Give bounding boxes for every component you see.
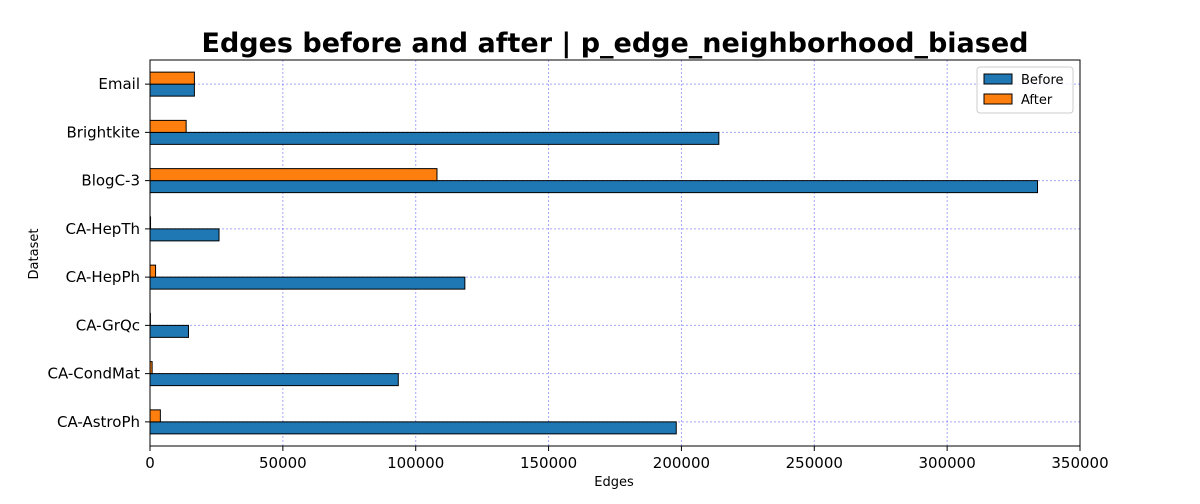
grid-lines: [150, 60, 1080, 446]
bar-after-blogc-3: [150, 169, 437, 181]
y-tick-label: Email: [98, 75, 140, 93]
legend-label-after: After: [1021, 93, 1053, 108]
bar-before-ca-astroph: [150, 422, 676, 434]
x-tick-label: 200000: [653, 454, 710, 472]
x-tick-label: 300000: [919, 454, 976, 472]
bar-before-ca-condmat: [150, 374, 398, 386]
bar-before-brightkite: [150, 132, 719, 144]
bar-after-ca-astroph: [150, 410, 160, 422]
bar-after-brightkite: [150, 120, 186, 132]
legend-label-before: Before: [1021, 73, 1064, 88]
axes: 0 50000 100000 150000 200000 250000 300000 3500…: [47, 60, 1108, 472]
y-tick-label: CA-CondMat: [47, 365, 140, 383]
y-axis-label: Dataset: [27, 229, 42, 280]
chart-title: Edges before and after | p_edge_neighbor…: [202, 28, 1029, 59]
x-tick-label: 100000: [387, 454, 444, 472]
x-axis-label: Edges: [594, 475, 634, 490]
legend-swatch-after: [984, 94, 1012, 104]
y-tick-label: CA-HepPh: [66, 268, 140, 286]
bar-before-email: [150, 84, 194, 96]
y-tick-label: CA-HepTh: [65, 220, 140, 238]
plot-frame: [150, 60, 1080, 446]
bar-before-ca-hepth: [150, 229, 219, 241]
x-tick-label: 50000: [259, 454, 307, 472]
x-tick-label: 0: [145, 454, 155, 472]
y-tick-label: Brightkite: [67, 123, 141, 141]
bar-after-email: [150, 72, 194, 84]
x-tick-label: 250000: [786, 454, 843, 472]
y-tick-label: CA-AstroPh: [57, 413, 140, 431]
bar-before-ca-grqc: [150, 325, 188, 337]
legend-swatch-before: [984, 74, 1012, 84]
bar-before-blogc-3: [150, 181, 1038, 193]
y-tick-label: CA-GrQc: [76, 316, 140, 334]
bar-before-ca-hepph: [150, 277, 465, 289]
y-tick-label: BlogC-3: [81, 172, 140, 190]
bar-after-ca-hepph: [150, 265, 156, 277]
legend: Before After: [977, 67, 1073, 113]
x-tick-label: 350000: [1051, 454, 1108, 472]
x-tick-label: 150000: [520, 454, 577, 472]
